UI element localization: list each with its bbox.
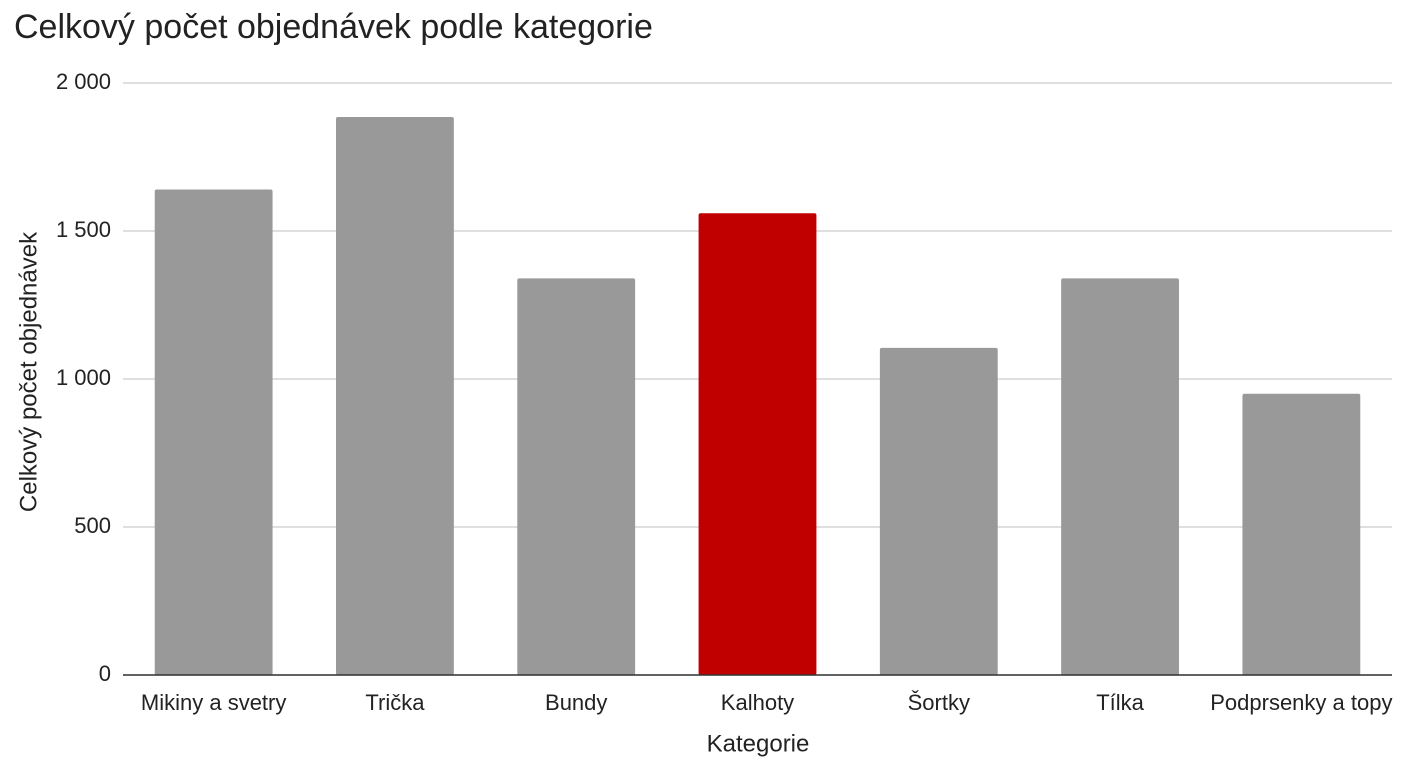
bar <box>879 347 998 675</box>
x-tick-label: Trička <box>365 690 425 715</box>
chart-title: Celkový počet objednávek podle kategorie <box>14 8 653 46</box>
x-tick-label: Podprsenky a topy <box>1210 690 1392 715</box>
x-tick-label: Tílka <box>1096 690 1144 715</box>
y-tick-label: 2 000 <box>56 69 111 94</box>
bar <box>1242 393 1361 675</box>
bar <box>336 117 454 676</box>
bar <box>1061 278 1179 675</box>
x-tick-label: Mikiny a svetry <box>141 690 286 715</box>
x-tick-label: Šortky <box>908 690 970 715</box>
y-tick-label: 500 <box>74 513 111 538</box>
x-tick-label: Kalhoty <box>721 690 794 715</box>
y-tick-label: 1 500 <box>56 217 111 242</box>
bar <box>517 278 636 675</box>
bar <box>154 189 273 675</box>
bar <box>698 213 817 676</box>
y-tick-label: 1 000 <box>56 365 111 390</box>
x-tick-label: Bundy <box>545 690 607 715</box>
x-axis-label: Kategorie <box>707 730 810 757</box>
y-tick-label: 0 <box>99 661 111 686</box>
y-axis-label: Celkový počet objednávek <box>15 231 42 512</box>
